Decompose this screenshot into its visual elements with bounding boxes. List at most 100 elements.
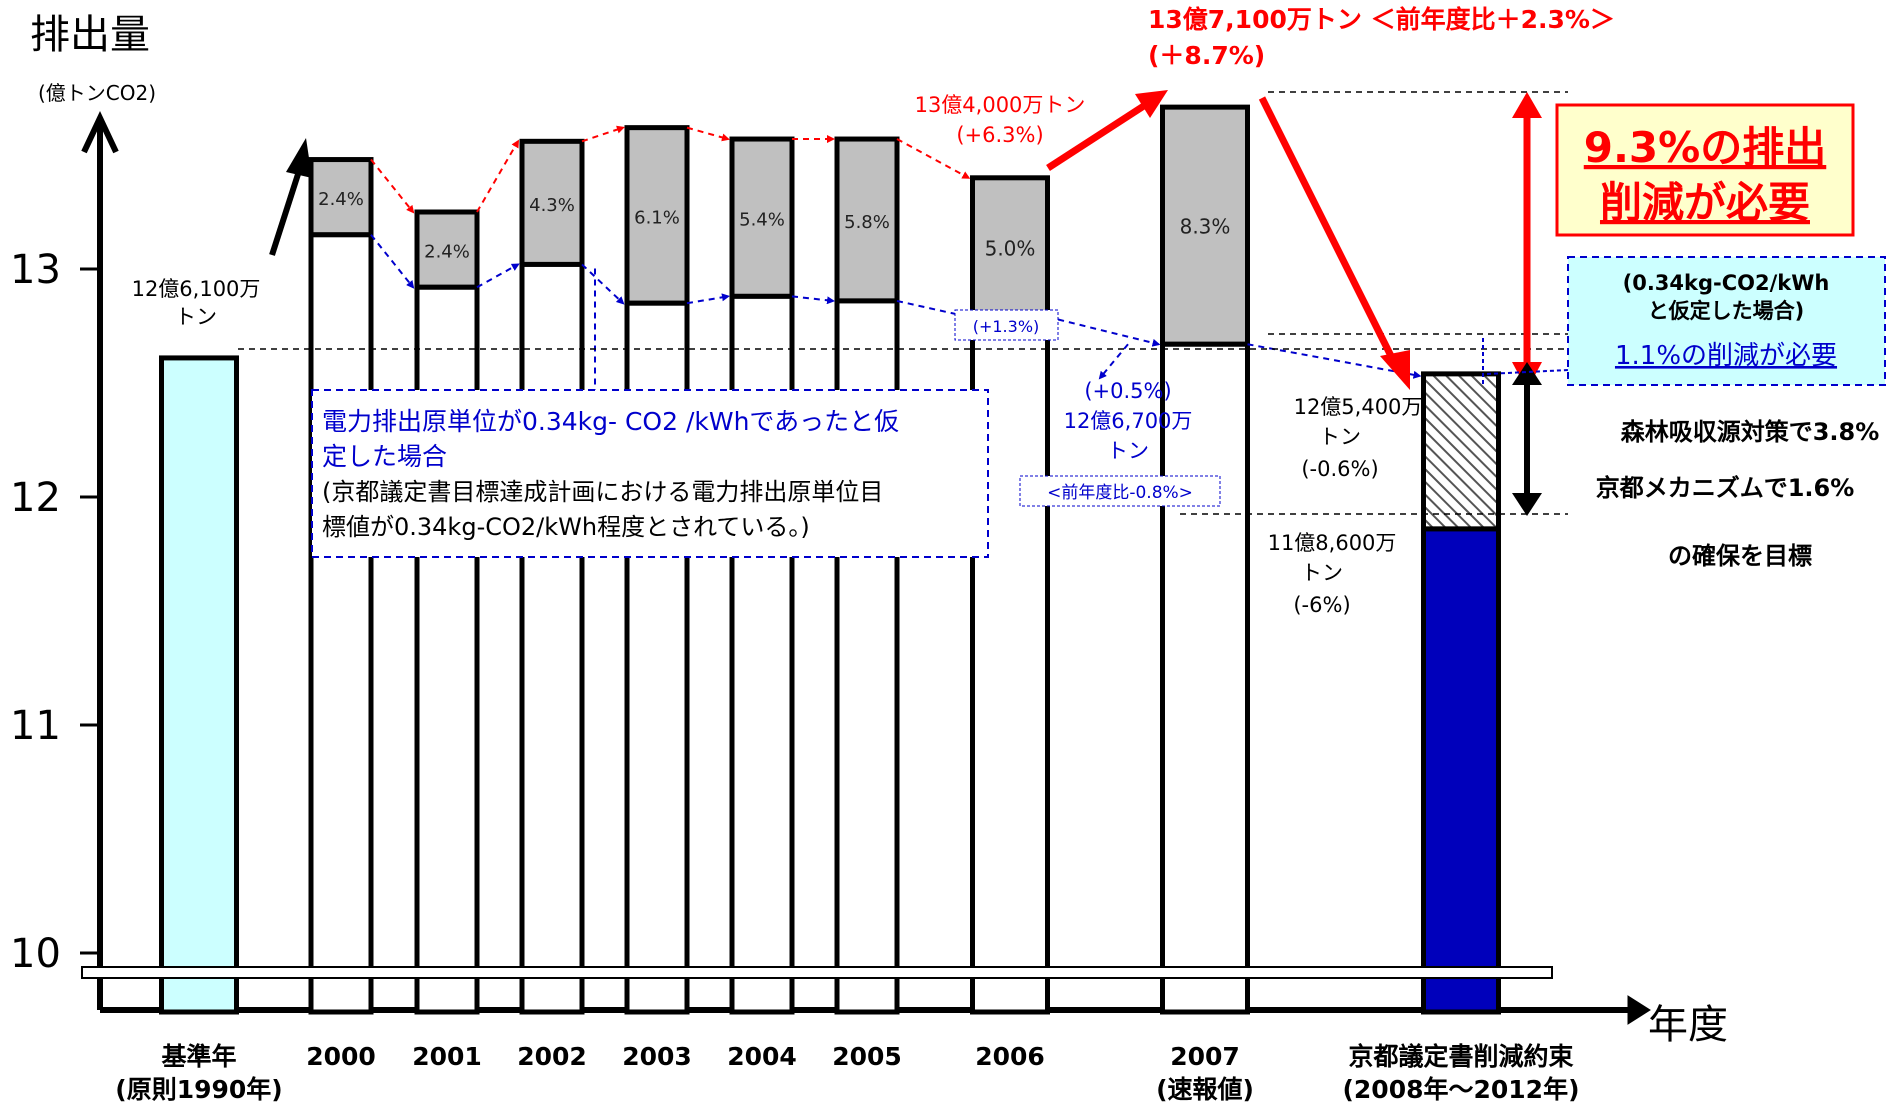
svg-text:11億8,600万: 11億8,600万 bbox=[1268, 531, 1397, 555]
svg-text:(+1.3%): (+1.3%) bbox=[973, 317, 1040, 336]
assumed-pointer-2007 bbox=[1098, 343, 1129, 380]
svg-text:13億7,100万トン ＜前年度比＋2.3%＞: 13億7,100万トン ＜前年度比＋2.3%＞ bbox=[1148, 5, 1615, 34]
assumed-case-callout: (0.34kg-CO2/kWh と仮定した場合) 1.1%の削減が必要 bbox=[1567, 256, 1886, 386]
y-ticks: 10 11 12 13 bbox=[10, 247, 100, 977]
label-2007-assumed: (+0.5%) 12億6,700万 トン bbox=[1064, 379, 1193, 463]
svg-text:12億6,700万: 12億6,700万 bbox=[1064, 409, 1193, 433]
svg-text:(+0.5%): (+0.5%) bbox=[1084, 379, 1171, 403]
label-2006-assumed-box: (+1.3%) bbox=[954, 309, 1059, 341]
actual-line-1 bbox=[370, 158, 415, 214]
svg-text:<前年度比-0.8%>: <前年度比-0.8%> bbox=[1047, 483, 1193, 503]
svg-text:定した場合: 定した場合 bbox=[322, 442, 447, 471]
reference-lines bbox=[238, 91, 1568, 515]
svg-text:12億5,400万: 12億5,400万 bbox=[1294, 395, 1423, 419]
x-label-1: 2000 bbox=[306, 1042, 376, 1071]
bar-target-offset bbox=[1421, 371, 1501, 532]
actual-line-3 bbox=[581, 125, 625, 143]
svg-text:トン: トン bbox=[1107, 439, 1149, 463]
gap-label-7: 5.0% bbox=[985, 236, 1036, 260]
assumed-line-4 bbox=[686, 293, 730, 305]
bar-base-year bbox=[159, 355, 239, 1015]
svg-text:12億6,100万: 12億6,100万 bbox=[132, 277, 261, 301]
svg-text:トン: トン bbox=[175, 305, 217, 329]
svg-text:削減が必要: 削減が必要 bbox=[1600, 178, 1810, 227]
bar-3 bbox=[519, 261, 585, 1015]
actual-line-6 bbox=[896, 138, 971, 179]
x-label-6: 2005 bbox=[832, 1042, 902, 1071]
black-double-arrow bbox=[1512, 362, 1542, 516]
gap-label-3: 4.3% bbox=[529, 195, 575, 216]
gap-label-2: 2.4% bbox=[424, 242, 470, 263]
svg-text:(京都議定書目標達成計画における電力排出原単位目: (京都議定書目標達成計画における電力排出原単位目 bbox=[322, 478, 883, 506]
x-sublabel-8: (速報値) bbox=[1156, 1075, 1254, 1104]
bar-gap-6 bbox=[834, 136, 900, 304]
reduction-callout: 9.3%の排出 削減が必要 bbox=[1555, 103, 1855, 237]
svg-text:(-0.6%): (-0.6%) bbox=[1301, 457, 1378, 481]
x-label-9: 京都議定書削減約束 bbox=[1348, 1042, 1574, 1071]
bar-1 bbox=[308, 232, 374, 1015]
actual-line-4 bbox=[686, 126, 730, 142]
bar-gap-7 bbox=[970, 175, 1050, 320]
svg-text:京都メカニズムで1.6%: 京都メカニズムで1.6% bbox=[1596, 474, 1855, 502]
x-sublabel-9: (2008年～2012年) bbox=[1342, 1075, 1579, 1104]
x-label-7: 2006 bbox=[975, 1042, 1045, 1071]
svg-text:(+6.3%): (+6.3%) bbox=[956, 123, 1043, 147]
y-tick-label-2: 12 bbox=[10, 475, 61, 521]
svg-text:(0.34kg-CO2/kWh: (0.34kg-CO2/kWh bbox=[1623, 271, 1830, 295]
gap-label-1: 2.4% bbox=[318, 189, 364, 210]
red-arrow-2006-2007 bbox=[1046, 97, 1155, 171]
y-tick-label-3: 13 bbox=[10, 247, 61, 293]
svg-text:(-6%): (-6%) bbox=[1293, 593, 1350, 617]
gap-label-6: 5.8% bbox=[844, 212, 890, 233]
gap-label-8: 8.3% bbox=[1180, 215, 1231, 239]
y-axis-unit: (億トンCO2) bbox=[38, 81, 156, 105]
target-upper-label: 12億5,400万 トン (-0.6%) bbox=[1294, 395, 1423, 481]
measures-text: 森林吸収源対策で3.8% 京都メカニズムで1.6% の確保を目標 bbox=[1596, 418, 1880, 570]
x-sublabel-0: (原則1990年) bbox=[115, 1075, 282, 1104]
y-tick-label-1: 11 bbox=[10, 703, 61, 749]
red-arrow-2007-target bbox=[1258, 96, 1401, 370]
x-label-4: 2003 bbox=[622, 1042, 692, 1071]
x-axis-title: 年度 bbox=[1648, 1002, 1728, 1048]
assumed-line-2007-target bbox=[1247, 343, 1422, 379]
assumed-line-2 bbox=[476, 263, 520, 289]
assumed-line-6 bbox=[896, 299, 971, 320]
assumed-line-7 bbox=[1047, 315, 1161, 347]
target-lower-label: 11億8,600万 トン (-6%) bbox=[1268, 531, 1397, 617]
label-2006: 13億4,000万トン (+6.3%) bbox=[915, 93, 1086, 147]
black-arrow-base-2000 bbox=[269, 138, 312, 256]
bar-gap-8 bbox=[1160, 104, 1250, 347]
label-2007-header: 13億7,100万トン ＜前年度比＋2.3%＞ (＋8.7%) bbox=[1148, 5, 1615, 70]
svg-text:電力排出原単位が0.34kg- CO2 /kWhであったと仮: 電力排出原単位が0.34kg- CO2 /kWhであったと仮 bbox=[322, 407, 899, 436]
y-tick-label-0: 10 bbox=[10, 931, 61, 977]
assumed-line-5 bbox=[791, 295, 835, 305]
assumption-box: 電力排出原単位が0.34kg- CO2 /kWhであったと仮 定した場合 (京都… bbox=[311, 389, 989, 558]
x-label-3: 2002 bbox=[517, 1042, 587, 1071]
svg-text:と仮定した場合): と仮定した場合) bbox=[1648, 299, 1805, 323]
gap-label-5: 5.4% bbox=[739, 210, 785, 231]
trend-lines bbox=[370, 125, 1422, 392]
assumed-line-3 bbox=[581, 263, 625, 305]
base-value-label: 12億6,100万 トン bbox=[132, 277, 261, 329]
red-arrows bbox=[1046, 90, 1542, 390]
actual-line-2 bbox=[476, 139, 520, 213]
svg-text:(＋8.7%): (＋8.7%) bbox=[1148, 41, 1265, 70]
x-label-0: 基準年 bbox=[161, 1042, 236, 1071]
svg-text:標値が0.34kg-CO2/kWh程度とされている。): 標値が0.34kg-CO2/kWh程度とされている。) bbox=[322, 513, 810, 541]
bar-target bbox=[1421, 526, 1501, 1015]
x-label-5: 2004 bbox=[727, 1042, 797, 1071]
x-label-2: 2001 bbox=[412, 1042, 482, 1071]
svg-text:トン: トン bbox=[1319, 425, 1361, 449]
svg-text:の確保を目標: の確保を目標 bbox=[1668, 542, 1812, 570]
gap-label-4: 6.1% bbox=[634, 207, 680, 228]
y-axis-arrow bbox=[81, 110, 119, 154]
svg-text:13億4,000万トン: 13億4,000万トン bbox=[915, 93, 1086, 117]
svg-text:森林吸収源対策で3.8%: 森林吸収源対策で3.8% bbox=[1621, 418, 1880, 446]
x-label-8: 2007 bbox=[1170, 1042, 1240, 1071]
y-axis-title: 排出量 bbox=[30, 12, 150, 58]
bars: 2.4% 2.4% 4.3% 6.1% 5.4% 5.8% 5.0% 8.3% bbox=[159, 104, 1501, 1015]
svg-text:トン: トン bbox=[1301, 561, 1343, 585]
svg-text:1.1%の削減が必要: 1.1%の削減が必要 bbox=[1615, 341, 1837, 371]
assumed-line-1 bbox=[370, 234, 415, 289]
